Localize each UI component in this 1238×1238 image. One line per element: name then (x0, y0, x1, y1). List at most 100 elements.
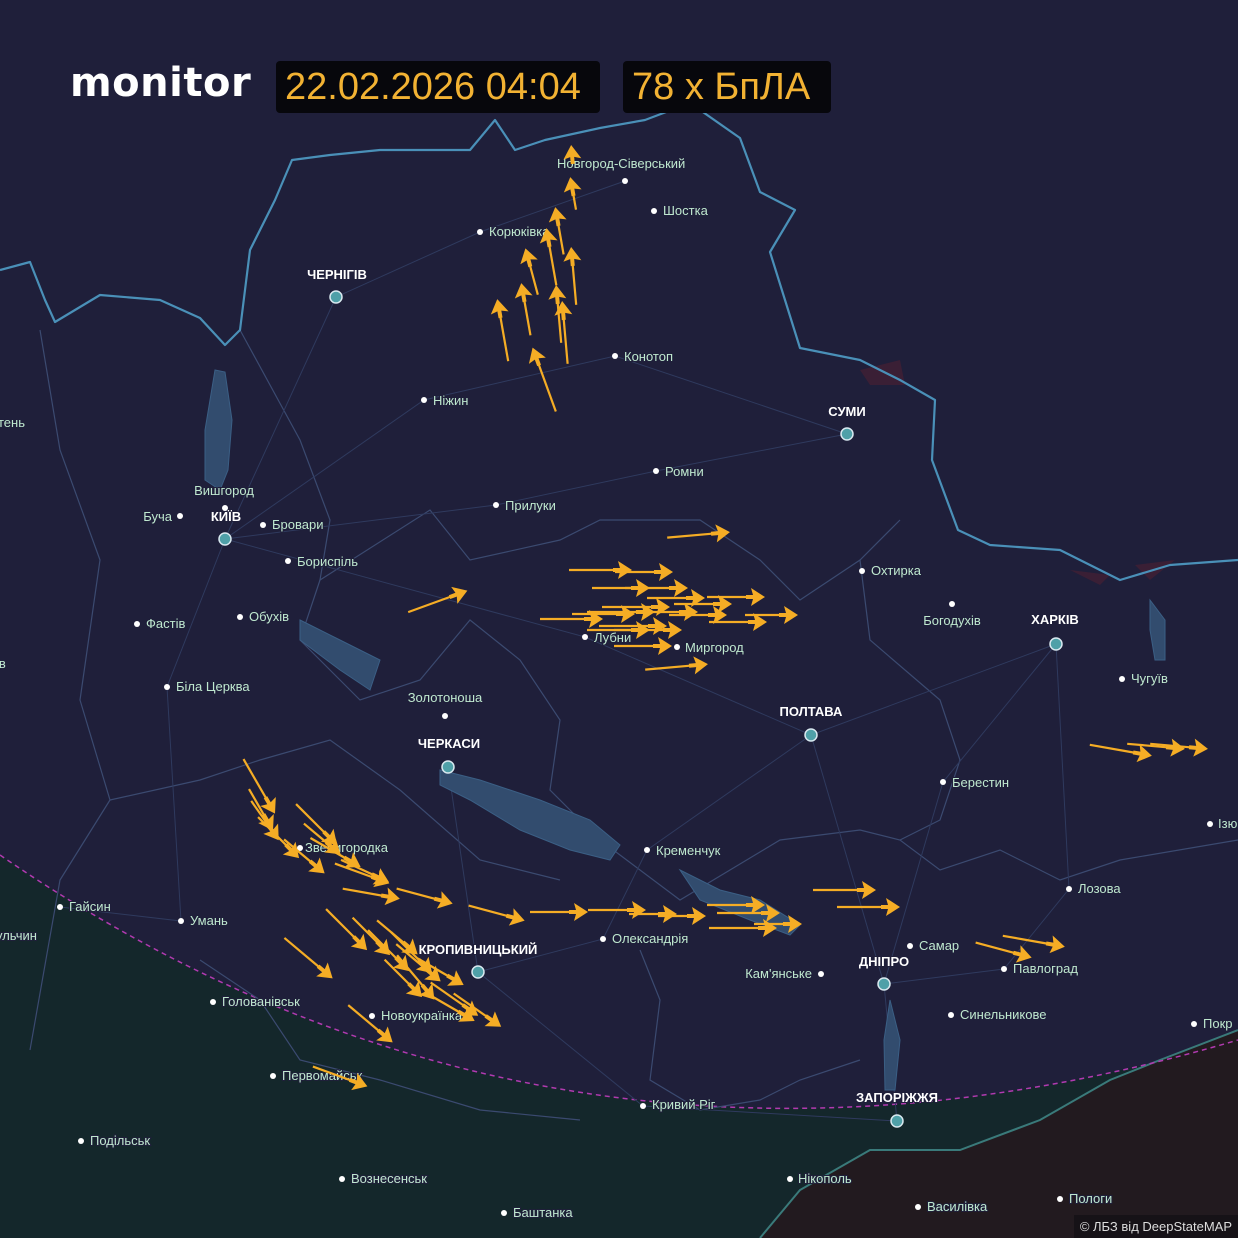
major-city-label: КИЇВ (211, 509, 241, 524)
shahed-drone-icon[interactable] (562, 144, 582, 165)
shahed-drone-icon[interactable] (524, 345, 564, 415)
shahed-drone-icon[interactable] (252, 811, 306, 865)
shahed-drone-icon[interactable] (587, 621, 650, 639)
shahed-drone-icon[interactable] (625, 579, 688, 597)
shahed-drone-icon[interactable] (837, 898, 900, 916)
drone-trail (667, 532, 713, 539)
city-label: Олександрія (612, 931, 688, 946)
city-label: Ізю (1218, 816, 1238, 831)
drone-trail (395, 943, 428, 971)
shahed-drone-icon[interactable] (562, 246, 585, 305)
drone-trail (390, 931, 421, 962)
shahed-drone-icon[interactable] (569, 561, 632, 579)
city-label: Лозова (1078, 881, 1121, 896)
drone-body (350, 933, 368, 951)
shahed-drone-icon[interactable] (310, 1058, 371, 1095)
drones-layer (236, 144, 1208, 1095)
drone-body (548, 207, 567, 227)
shahed-drone-icon[interactable] (588, 901, 646, 919)
shahed-drone-icon[interactable] (426, 975, 484, 1023)
drone-body (282, 841, 300, 859)
city-dot (477, 229, 483, 235)
shahed-drone-icon[interactable] (674, 595, 732, 613)
shahed-drone-icon[interactable] (647, 589, 705, 607)
shahed-drone-icon[interactable] (1088, 736, 1153, 765)
map-credit[interactable]: © ЛБЗ від DeepStateMAP (1073, 1215, 1238, 1238)
shahed-drone-icon[interactable] (320, 903, 374, 957)
shahed-drone-icon[interactable] (298, 817, 346, 862)
shahed-drone-icon[interactable] (540, 610, 603, 628)
drone-body (708, 606, 727, 624)
city-dot (177, 513, 183, 519)
shahed-drone-icon[interactable] (553, 300, 576, 364)
city-label: Чугуїв (1131, 671, 1168, 686)
city-dot (237, 614, 243, 620)
drone-body (653, 637, 672, 655)
shahed-drone-icon[interactable] (537, 227, 565, 287)
shahed-drone-icon[interactable] (745, 606, 798, 624)
city-label: Гайсин (69, 899, 111, 914)
drone-trail (396, 887, 436, 900)
shahed-drone-icon[interactable] (644, 655, 708, 678)
drone-trail (562, 318, 569, 364)
occupied-area (760, 1030, 1238, 1238)
city-dot (57, 904, 63, 910)
drone-body (433, 891, 453, 909)
city-dot (907, 943, 913, 949)
shahed-drone-icon[interactable] (615, 563, 673, 581)
shahed-drone-icon[interactable] (517, 246, 547, 297)
city-label: Конотоп (624, 349, 673, 364)
shahed-drone-icon[interactable] (717, 904, 780, 922)
shahed-drone-icon[interactable] (1149, 735, 1208, 758)
shahed-drone-icon[interactable] (413, 951, 468, 993)
shahed-drone-icon[interactable] (378, 953, 428, 1003)
shahed-drone-icon[interactable] (614, 637, 672, 655)
city-label: Пологи (1069, 1191, 1112, 1206)
drone-trail (499, 316, 510, 362)
shahed-drone-icon[interactable] (279, 931, 339, 985)
city-label: ів (0, 656, 6, 671)
shahed-drone-icon[interactable] (754, 915, 802, 933)
shahed-drone-icon[interactable] (666, 523, 730, 546)
drone-body (713, 595, 732, 613)
major-city-dot (804, 728, 818, 742)
shahed-drone-icon[interactable] (346, 911, 396, 961)
shahed-drone-icon[interactable] (466, 897, 527, 929)
shahed-drone-icon[interactable] (629, 905, 677, 923)
shahed-drone-icon[interactable] (561, 176, 584, 212)
city-dot (612, 353, 618, 359)
shahed-drone-icon[interactable] (546, 206, 572, 256)
shahed-drone-icon[interactable] (341, 880, 401, 908)
shahed-drone-icon[interactable] (405, 582, 470, 620)
shahed-drone-icon[interactable] (973, 934, 1034, 966)
shahed-drone-icon[interactable] (342, 998, 398, 1049)
shahed-drone-icon[interactable] (707, 896, 765, 914)
shahed-drone-icon[interactable] (1001, 927, 1066, 956)
shahed-drone-icon[interactable] (512, 282, 539, 337)
shahed-drone-icon[interactable] (390, 937, 446, 988)
shahed-drone-icon[interactable] (278, 832, 330, 880)
shahed-drone-icon[interactable] (362, 924, 416, 978)
shahed-drone-icon[interactable] (306, 830, 365, 875)
drone-body (746, 588, 765, 606)
drone-body (746, 896, 765, 914)
shahed-drone-icon[interactable] (1126, 735, 1185, 758)
city-label: Павлоград (1013, 961, 1078, 976)
shahed-drone-icon[interactable] (394, 880, 455, 912)
drone-body (779, 606, 798, 624)
shahed-drone-icon[interactable] (707, 588, 765, 606)
shahed-drone-icon[interactable] (236, 755, 283, 819)
shahed-drone-icon[interactable] (709, 919, 777, 937)
shahed-drone-icon[interactable] (488, 298, 517, 363)
shahed-drone-icon[interactable] (244, 796, 286, 846)
shahed-drone-icon[interactable] (337, 852, 393, 891)
city-dot (818, 971, 824, 977)
shahed-drone-icon[interactable] (530, 903, 588, 921)
drone-trail (468, 904, 508, 917)
shahed-drone-icon[interactable] (813, 881, 876, 899)
city-dot (915, 1204, 921, 1210)
shahed-drone-icon[interactable] (449, 986, 507, 1034)
shahed-drone-icon[interactable] (658, 907, 706, 925)
